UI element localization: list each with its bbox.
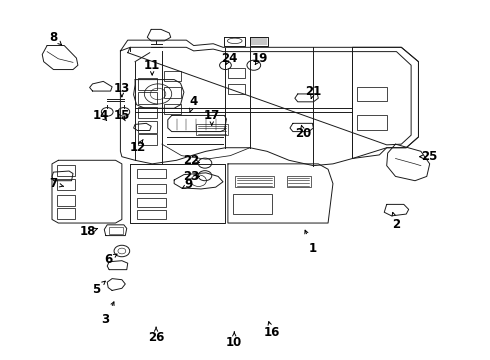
Text: 14: 14 [93,109,109,122]
Text: 10: 10 [226,336,243,348]
Text: 13: 13 [114,82,130,95]
Bar [137,184,166,193]
Bar [164,104,181,114]
Bar [137,198,166,207]
Bar [357,87,387,101]
Bar [138,121,157,133]
Bar [138,107,157,118]
Text: 5: 5 [92,283,100,296]
Bar [138,93,157,104]
Bar [57,195,75,206]
Text: 18: 18 [79,225,96,238]
Text: 1: 1 [308,242,317,255]
Text: 2: 2 [392,218,400,231]
Bar [196,125,228,135]
Text: 23: 23 [183,170,199,183]
Text: 8: 8 [49,31,58,44]
Text: 11: 11 [144,59,160,72]
Text: 22: 22 [183,154,199,167]
Bar [109,227,123,234]
Bar [138,78,157,90]
Text: 16: 16 [264,326,280,339]
Bar [228,68,245,78]
Text: 4: 4 [190,95,198,108]
Text: 21: 21 [305,85,321,98]
Text: 25: 25 [421,150,438,163]
Text: 3: 3 [102,313,110,327]
Bar [57,208,75,219]
Bar [137,211,166,220]
Bar [57,165,75,176]
Bar [164,71,181,81]
Text: 20: 20 [295,127,312,140]
Text: 17: 17 [204,109,220,122]
Text: 12: 12 [129,141,146,154]
Bar [287,176,311,187]
Text: 6: 6 [104,253,112,266]
Text: 15: 15 [114,109,130,122]
Bar [233,194,272,214]
Text: 26: 26 [148,330,164,343]
Text: 24: 24 [221,51,238,64]
Bar [228,84,245,94]
Text: 9: 9 [185,178,193,191]
Bar [164,87,181,98]
Text: 19: 19 [251,51,268,64]
Bar [137,169,166,178]
Bar [138,134,157,145]
Bar [57,179,75,190]
Text: 7: 7 [49,177,57,190]
Bar [235,176,274,187]
Bar [357,116,387,130]
